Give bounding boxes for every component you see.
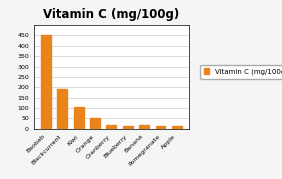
Bar [57,90,67,129]
Bar [139,125,149,129]
Bar [107,125,116,129]
Bar [172,126,182,129]
Bar [123,126,133,129]
Legend: Vitamin C (mg/100g): Vitamin C (mg/100g) [200,65,282,79]
Title: Vitamin C (mg/100g): Vitamin C (mg/100g) [43,8,180,21]
Bar [90,118,100,129]
Bar [156,126,166,129]
Bar [74,107,83,129]
Bar [41,35,51,129]
